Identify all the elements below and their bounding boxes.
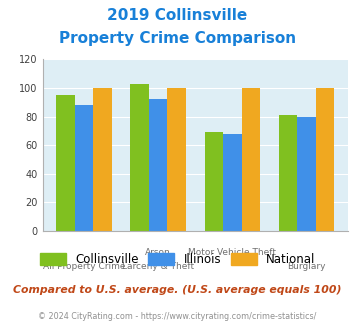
Bar: [93, 88, 112, 231]
Text: Compared to U.S. average. (U.S. average equals 100): Compared to U.S. average. (U.S. average …: [13, 285, 342, 295]
Bar: [168, 88, 186, 231]
Text: Burglary: Burglary: [287, 262, 326, 271]
Text: Arson: Arson: [145, 248, 171, 257]
Bar: [223, 134, 241, 231]
Text: Larceny & Theft: Larceny & Theft: [122, 262, 194, 271]
Text: Property Crime Comparison: Property Crime Comparison: [59, 31, 296, 46]
Legend: Collinsville, Illinois, National: Collinsville, Illinois, National: [35, 248, 320, 271]
Bar: [279, 115, 297, 231]
Bar: [204, 132, 223, 231]
Bar: [297, 116, 316, 231]
Text: All Property Crime: All Property Crime: [43, 262, 125, 271]
Bar: [241, 88, 260, 231]
Bar: [131, 84, 149, 231]
Bar: [56, 95, 75, 231]
Bar: [316, 88, 334, 231]
Bar: [75, 105, 93, 231]
Text: Motor Vehicle Theft: Motor Vehicle Theft: [188, 248, 276, 257]
Text: © 2024 CityRating.com - https://www.cityrating.com/crime-statistics/: © 2024 CityRating.com - https://www.city…: [38, 312, 317, 321]
Text: 2019 Collinsville: 2019 Collinsville: [107, 8, 248, 23]
Bar: [149, 99, 168, 231]
